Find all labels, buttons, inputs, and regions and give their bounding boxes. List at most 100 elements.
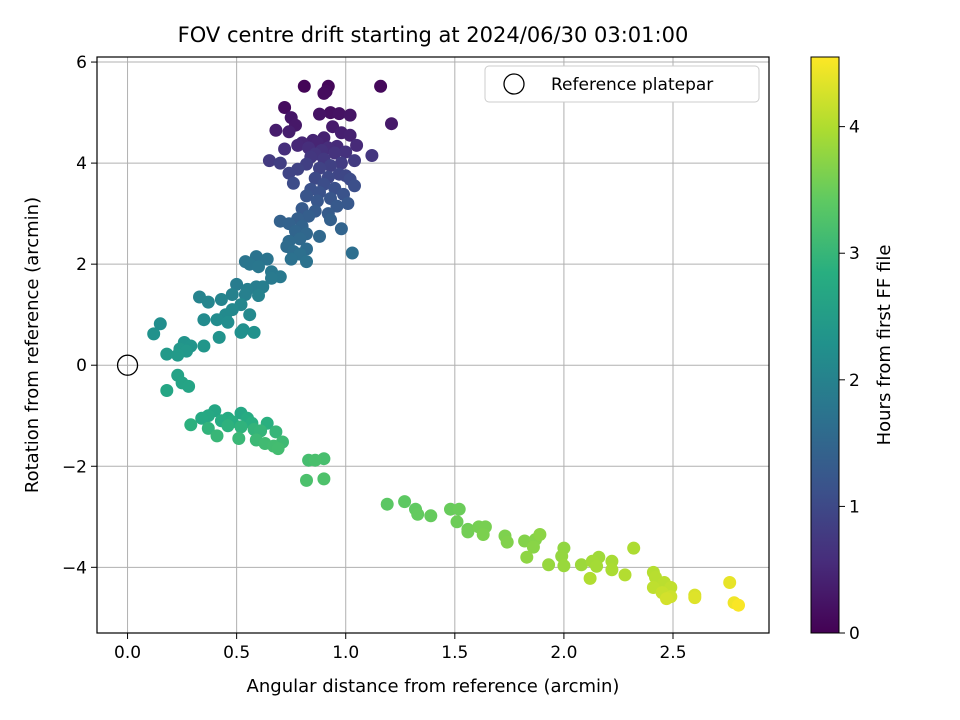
reference-layer [116, 354, 139, 376]
y-axis-label: Rotation from reference (arcmin) [22, 197, 43, 493]
data-point [243, 308, 257, 322]
data-point [282, 125, 296, 139]
data-point [365, 149, 379, 162]
plot-frame [96, 56, 770, 634]
data-point [313, 161, 326, 175]
data-point [221, 419, 235, 433]
data-point [260, 252, 274, 266]
colorbar-tick-label: 2 [849, 371, 860, 391]
colorbar-ticks: 0 1 2 3 4 [839, 118, 860, 644]
data-point [221, 315, 235, 329]
data-point [247, 325, 261, 339]
data-point [308, 453, 322, 467]
data-point [332, 107, 346, 121]
data-point [238, 288, 252, 301]
legend-box [484, 65, 760, 103]
data-point [330, 199, 344, 213]
data-point [300, 189, 313, 203]
data-point [334, 222, 348, 236]
data-point [234, 420, 248, 434]
data-points [147, 79, 745, 612]
data-point [324, 213, 337, 227]
data-point [252, 289, 265, 302]
data-point [557, 559, 571, 573]
y-tick-label: 2 [76, 255, 87, 275]
data-point [605, 563, 619, 577]
data-point [278, 101, 292, 114]
reference-point-marker [116, 354, 139, 376]
data-point [348, 179, 361, 193]
data-point [583, 571, 597, 585]
data-point [526, 540, 540, 554]
data-point [450, 515, 464, 529]
data-point [171, 348, 185, 362]
data-point [348, 154, 361, 168]
data-point [590, 559, 604, 573]
data-point [343, 108, 357, 122]
data-point [476, 528, 490, 541]
y-tick-label: −4 [62, 558, 87, 578]
legend-label: Reference platepar [551, 75, 713, 95]
data-point [500, 535, 514, 549]
colorbar-tick-label: 0 [849, 624, 860, 644]
y-tick-label: 0 [76, 356, 87, 376]
x-axis-label: Angular distance from reference (arcmin) [247, 676, 620, 697]
data-point [160, 384, 174, 397]
data-point [269, 123, 283, 137]
data-point [618, 568, 632, 582]
data-point [520, 550, 534, 564]
data-point [265, 271, 278, 285]
data-point [334, 156, 348, 170]
data-point [398, 495, 412, 509]
data-point [533, 528, 547, 541]
legend-marker [503, 73, 525, 95]
data-point [147, 327, 161, 341]
data-point [345, 246, 359, 260]
data-point [411, 507, 425, 521]
data-point [343, 128, 357, 142]
data-point [262, 154, 276, 168]
data-point [542, 558, 556, 572]
data-point [317, 86, 331, 100]
colorbar-tick-label: 3 [849, 244, 860, 264]
data-point [732, 598, 745, 612]
data-point [182, 379, 196, 393]
x-tick-label: 2.5 [659, 643, 686, 663]
data-point [286, 176, 300, 190]
data-point [184, 418, 198, 432]
data-point [201, 295, 215, 309]
data-point [297, 79, 311, 93]
x-tick-label: 1.5 [441, 643, 468, 663]
data-point [201, 421, 215, 435]
data-point [291, 138, 305, 152]
data-point [278, 142, 292, 156]
data-point [271, 442, 285, 456]
data-point [234, 325, 248, 339]
data-point [195, 411, 209, 425]
data-point [452, 502, 466, 516]
data-point [225, 288, 239, 301]
data-point [300, 255, 313, 269]
data-point [269, 425, 283, 439]
colorbar-tick-label: 4 [849, 118, 860, 138]
data-point [300, 473, 313, 487]
x-axis-ticks: 0.0 0.5 1.0 1.5 2.0 2.5 [114, 633, 687, 663]
y-tick-label: −2 [62, 457, 87, 477]
y-axis-ticks: −4 −2 0 2 4 6 [62, 53, 97, 578]
data-point [310, 194, 324, 208]
data-point [574, 558, 588, 572]
data-point [424, 509, 438, 523]
legend: Reference platepar [484, 65, 760, 103]
data-point [153, 317, 167, 331]
data-point [461, 525, 475, 539]
data-point [374, 79, 388, 93]
data-point [302, 209, 316, 223]
data-point [282, 166, 296, 180]
data-point [230, 277, 244, 291]
data-point [341, 197, 355, 210]
data-point [210, 313, 224, 327]
data-point [339, 145, 353, 159]
data-point [232, 432, 246, 445]
data-point [313, 107, 326, 121]
